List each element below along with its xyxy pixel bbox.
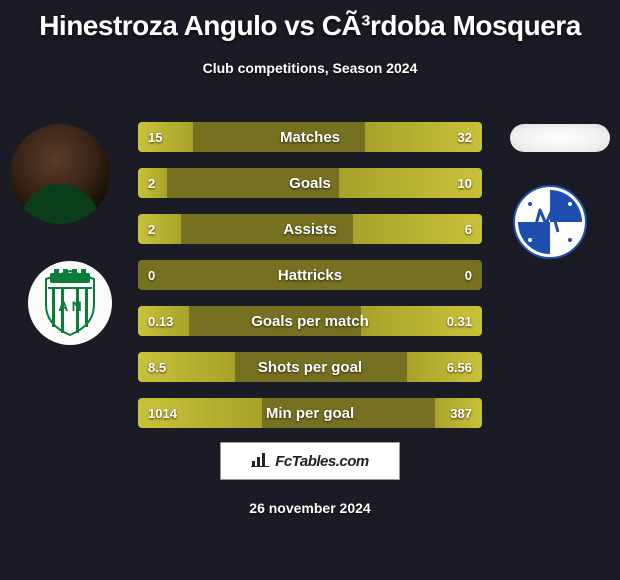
club-right-badge [500,180,600,264]
stat-label: Matches [138,122,482,152]
chart-icon [251,451,269,471]
player-right-avatar [510,124,610,152]
stat-label: Shots per goal [138,352,482,382]
footer-site-badge: FcTables.com [220,442,400,480]
stat-label: Assists [138,214,482,244]
stat-label: Min per goal [138,398,482,428]
stats-bars: 1532Matches 210Goals 26Assists 00Hattricks 0… [138,122,482,444]
club-right-crest-icon [512,184,588,260]
club-left-badge: A N [28,261,112,345]
page-title: Hinestroza Angulo vs CÃ³rdoba Mosquera [0,0,620,42]
club-left-crest-icon: A N [40,269,100,337]
page-subtitle: Club competitions, Season 2024 [0,60,620,76]
stat-label: Hattricks [138,260,482,290]
stat-row: 26Assists [138,214,482,244]
player-left-avatar [10,124,110,224]
stat-row: 210Goals [138,168,482,198]
stat-row: 1014387Min per goal [138,398,482,428]
stat-label: Goals [138,168,482,198]
stat-row: 00Hattricks [138,260,482,290]
stat-row: 0.130.31Goals per match [138,306,482,336]
footer-date: 26 november 2024 [0,500,620,516]
stat-label: Goals per match [138,306,482,336]
footer-site-text: FcTables.com [275,453,368,470]
stat-row: 1532Matches [138,122,482,152]
stat-row: 8.56.56Shots per goal [138,352,482,382]
svg-text:A N: A N [58,298,82,314]
